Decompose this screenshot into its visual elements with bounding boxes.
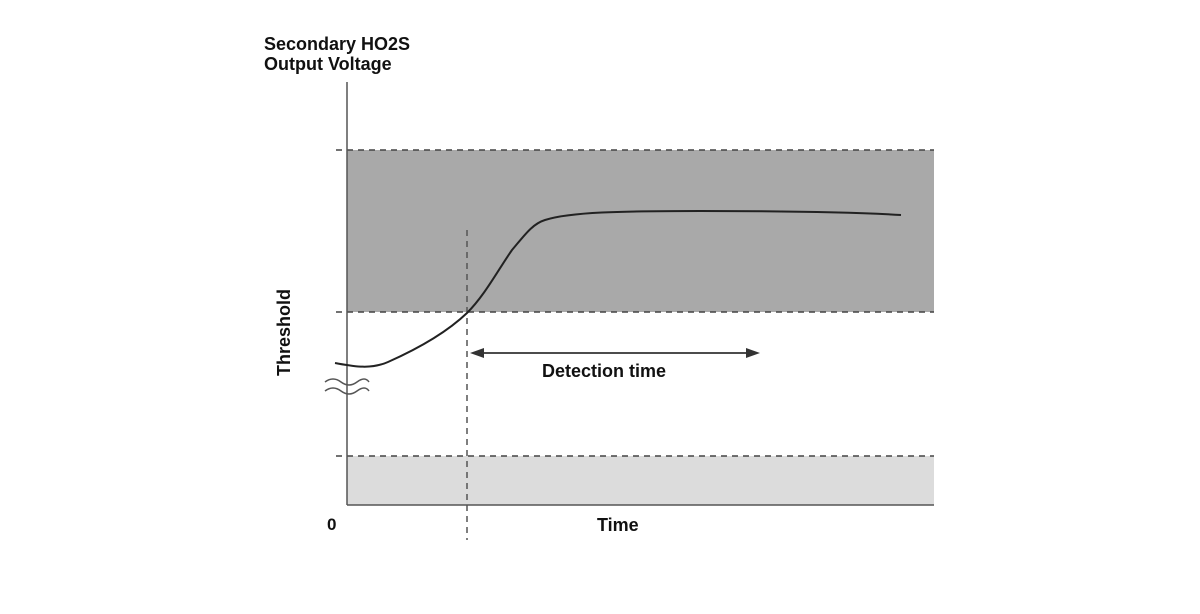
detection-time-label: Detection time [542, 361, 667, 381]
upper-band [347, 150, 934, 312]
double-headed-arrow-icon [470, 348, 760, 358]
voltage-curve [334, 209, 902, 368]
origin-label: 0 [327, 515, 337, 534]
lower-band [347, 456, 934, 505]
y-axis-title-line2: Output Voltage [264, 54, 392, 74]
double-wave-break-icon [324, 378, 370, 395]
threshold-label: Threshold [274, 288, 294, 376]
y-axis-title-line1: Secondary HO2S [264, 34, 411, 54]
x-axis-title: Time [597, 515, 639, 535]
